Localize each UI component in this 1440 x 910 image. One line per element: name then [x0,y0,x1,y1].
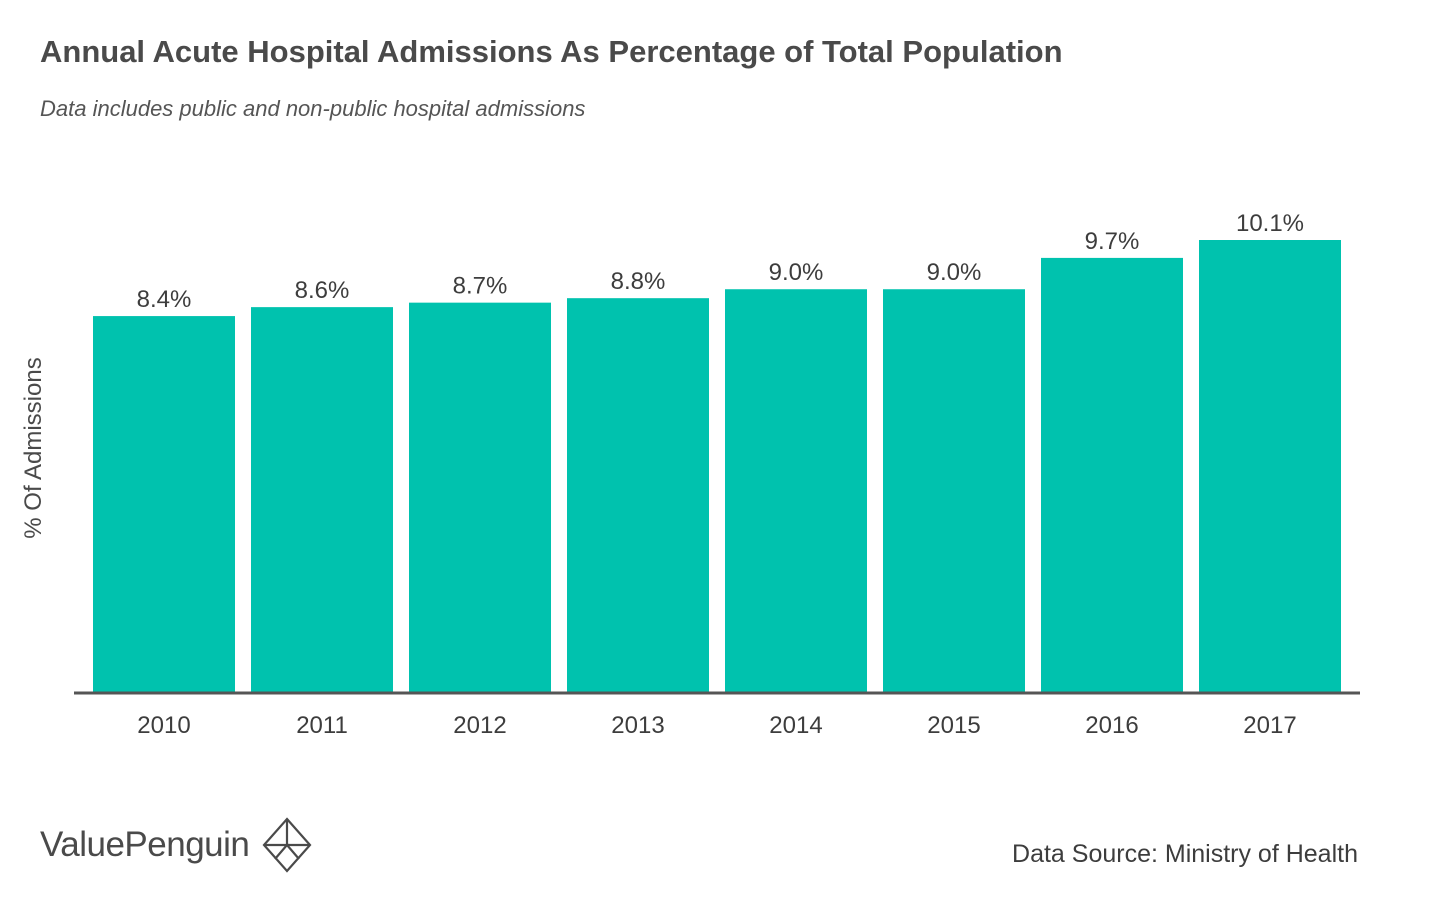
x-tick-2012: 2012 [453,712,506,739]
data-label-2016: 9.7% [1085,228,1140,255]
data-labels-group: 8.4% 8.6% 8.7% 8.8% 9.0% 9.0% 9.7% 10.1% [137,210,1304,313]
data-label-2017: 10.1% [1236,210,1304,237]
data-source: Data Source: Ministry of Health [1012,840,1358,868]
x-tick-2014: 2014 [769,712,822,739]
bar-2014 [725,289,867,692]
bar-2010 [93,316,235,692]
data-label-2011: 8.6% [295,277,350,304]
bar-2017 [1199,240,1341,692]
x-tick-2016: 2016 [1085,712,1138,739]
x-tick-2011: 2011 [296,712,348,739]
x-tick-2017: 2017 [1243,712,1296,739]
penguin-diamond-icon [262,817,312,873]
bar-2016 [1041,257,1183,692]
bar-2011 [251,307,393,692]
bar-2015 [883,289,1025,692]
x-tick-2010: 2010 [137,712,190,739]
data-label-2012: 8.7% [453,273,508,300]
data-label-2010: 8.4% [137,286,192,313]
data-label-2014: 9.0% [769,259,824,286]
bar-2012 [409,302,551,692]
x-tick-2013: 2013 [611,712,664,739]
chart-subtitle: Data includes public and non-public hosp… [40,96,586,121]
brand-logo: ValuePenguin [40,816,313,874]
brand-name: ValuePenguin [40,825,250,864]
bars-group [93,240,1341,692]
data-label-2015: 9.0% [927,259,982,286]
bar-chart: 8.4% 8.6% 8.7% 8.8% 9.0% 9.0%9.7%10.1% 2010 20… [74,210,1360,739]
x-tick-labels-group: 2010 2011 2012 2013 2014 2015 2016 2017 [137,712,1296,739]
chart-title: Annual Acute Hospital Admissions As Perc… [40,34,1063,69]
x-tick-2015: 2015 [927,712,980,739]
data-label-2013: 8.8% [611,268,666,295]
bar-2013 [567,298,709,692]
